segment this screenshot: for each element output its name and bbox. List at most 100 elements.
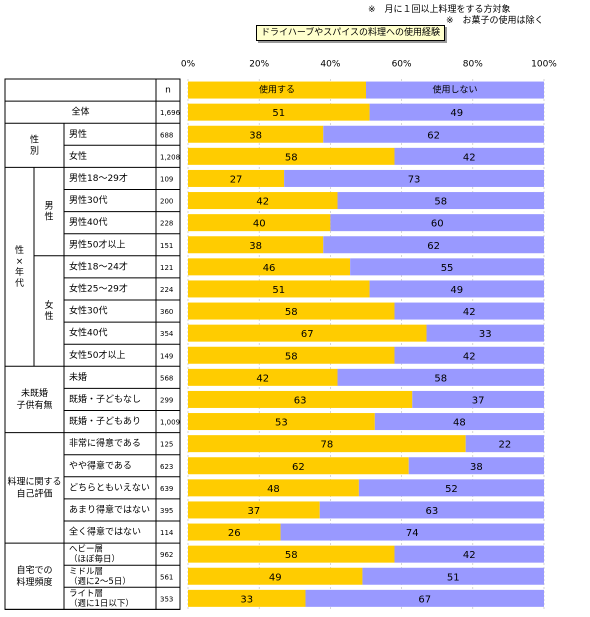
bar-nouse xyxy=(408,457,544,475)
bar-nouse xyxy=(369,280,544,298)
n-value: 688 xyxy=(160,131,173,139)
n-value: 151 xyxy=(160,242,173,250)
category-label: 女性18〜24才 xyxy=(69,260,128,272)
bar-nouse-value: 73 xyxy=(408,174,421,185)
n-value: 224 xyxy=(160,286,174,294)
legend-nouse-swatch xyxy=(366,81,544,99)
group-label-gender-age: 性 xyxy=(15,244,24,256)
note-2: ※ お菓子の使用は除く xyxy=(446,16,544,26)
category-label: やや得意である xyxy=(69,459,132,471)
bar-nouse xyxy=(284,169,544,187)
bar-nouse xyxy=(369,103,544,121)
bar-use xyxy=(188,457,409,475)
bar-nouse-value: 58 xyxy=(434,373,447,384)
category-label: 既婚・子どもあり xyxy=(69,415,141,427)
bar-use xyxy=(188,523,281,541)
bar-use-value: 48 xyxy=(267,484,280,495)
bar-nouse xyxy=(330,214,544,232)
bar-nouse xyxy=(394,147,544,165)
bar-nouse xyxy=(358,479,544,497)
category-label: 非常に得意である xyxy=(69,437,141,449)
category-label: 男性50才以上 xyxy=(69,238,125,250)
n-value: 121 xyxy=(160,264,173,272)
group-label-gender-age: 代 xyxy=(15,278,24,289)
group-label-gender: 性 xyxy=(30,133,39,145)
bar-use-value: 51 xyxy=(272,108,285,119)
chart-title: ドライハーブやスパイスの料理への使用経験 xyxy=(256,25,446,41)
bar-use-value: 58 xyxy=(285,550,298,561)
bar-use xyxy=(188,302,395,320)
bar-nouse xyxy=(337,192,544,210)
bar-nouse-value: 62 xyxy=(427,130,440,141)
n-value: 568 xyxy=(160,374,173,382)
bar-use xyxy=(188,147,395,165)
legend-use-label: 使用する xyxy=(259,84,295,96)
bar-nouse-value: 42 xyxy=(463,152,476,163)
bar-nouse-value: 49 xyxy=(450,285,463,296)
n-value: 561 xyxy=(160,573,173,581)
n-header: n xyxy=(165,86,171,96)
n-value: 354 xyxy=(160,330,174,338)
bar-nouse-value: 60 xyxy=(431,219,444,230)
bar-nouse xyxy=(426,324,544,342)
bar-use-value: 26 xyxy=(228,528,241,539)
bar-use xyxy=(188,567,363,585)
bar-use-value: 38 xyxy=(249,241,262,252)
category-label: ライト層 xyxy=(69,589,103,599)
group-label-frequency: 料理頻度 xyxy=(16,576,52,588)
bar-use xyxy=(188,368,338,386)
bar-use xyxy=(188,125,324,143)
bar-nouse-value: 58 xyxy=(434,197,447,208)
category-label: 男性 xyxy=(69,128,87,140)
bar-use-value: 38 xyxy=(249,130,262,141)
category-label: 男性18〜29才 xyxy=(69,172,128,184)
bar-use-value: 78 xyxy=(320,440,333,451)
bar-nouse xyxy=(350,258,544,276)
bar-nouse-value: 42 xyxy=(463,351,476,362)
bar-use xyxy=(188,192,338,210)
bar-use-value: 46 xyxy=(263,263,276,274)
bar-use xyxy=(188,169,285,187)
bar-use xyxy=(188,413,375,431)
n-value: 1,208 xyxy=(160,153,180,161)
bar-nouse-value: 62 xyxy=(427,241,440,252)
bar-nouse xyxy=(323,125,544,143)
bar-use-value: 67 xyxy=(301,329,314,340)
bar-use-value: 33 xyxy=(240,594,253,605)
category-label: 女性 xyxy=(69,150,87,162)
bar-nouse xyxy=(362,567,544,585)
x-tick-label: 100% xyxy=(531,60,557,70)
subgroup-label-male: 性 xyxy=(44,211,53,223)
bar-use-value: 42 xyxy=(256,197,269,208)
bar-use-value: 62 xyxy=(292,462,305,473)
n-value: 299 xyxy=(160,396,173,404)
group-label-gender: 別 xyxy=(30,145,39,156)
category-label: 既婚・子どもなし xyxy=(69,393,141,405)
bar-use-value: 53 xyxy=(275,418,288,429)
bar-nouse xyxy=(323,236,544,254)
n-value: 639 xyxy=(160,485,173,493)
n-value: 149 xyxy=(160,352,173,360)
category-label: （週に1日以下） xyxy=(69,598,134,609)
n-value: 200 xyxy=(160,198,173,206)
bar-use xyxy=(188,280,370,298)
n-value: 125 xyxy=(160,441,173,449)
n-value: 353 xyxy=(160,595,173,603)
bar-nouse xyxy=(394,346,544,364)
category-label: 女性40代 xyxy=(69,327,107,339)
category-label: （週に2〜5日） xyxy=(69,576,131,587)
bar-use xyxy=(188,390,413,408)
bar-nouse xyxy=(305,589,544,607)
bar-nouse xyxy=(412,390,544,408)
category-label: ヘビー層 xyxy=(69,545,103,555)
subgroup-label-male: 男 xyxy=(44,201,53,212)
bar-use xyxy=(188,479,359,497)
bar-use xyxy=(188,501,320,519)
bar-nouse-value: 49 xyxy=(450,108,463,119)
bar-use xyxy=(188,214,331,232)
bar-use-value: 58 xyxy=(285,351,298,362)
n-value: 1,696 xyxy=(160,109,181,117)
bar-use-value: 63 xyxy=(294,395,307,406)
category-label: 未婚 xyxy=(69,371,87,383)
